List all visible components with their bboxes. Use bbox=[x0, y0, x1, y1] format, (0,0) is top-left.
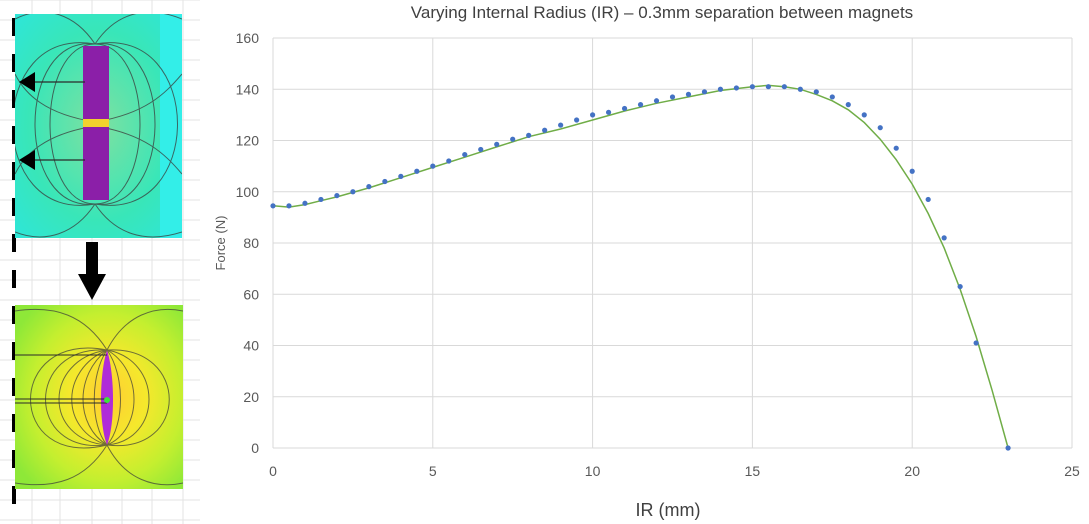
data-point bbox=[877, 125, 883, 131]
edge-mark bbox=[12, 378, 16, 396]
data-point bbox=[813, 89, 819, 95]
data-point bbox=[478, 146, 484, 153]
data-point bbox=[829, 94, 835, 100]
y-axis-ticks: 0 20 40 60 80 100 120 140 160 bbox=[236, 30, 260, 456]
force-vs-ir-chart: Varying Internal Radius (IR) – 0.3mm sep… bbox=[213, 3, 1080, 520]
data-point bbox=[797, 86, 803, 92]
y-tick-label: 140 bbox=[236, 81, 260, 97]
y-axis-label: Force (N) bbox=[213, 216, 228, 271]
data-point bbox=[286, 203, 292, 209]
data-point bbox=[398, 173, 404, 179]
edge-mark bbox=[12, 162, 16, 180]
data-point bbox=[302, 200, 308, 206]
data-point bbox=[462, 151, 468, 158]
data-point bbox=[973, 340, 979, 346]
data-point bbox=[893, 145, 899, 151]
data-point bbox=[909, 168, 915, 174]
trendline bbox=[272, 84, 1009, 449]
x-tick-label: 15 bbox=[745, 463, 761, 479]
x-axis-label: IR (mm) bbox=[636, 500, 701, 520]
data-point bbox=[861, 112, 867, 118]
x-tick-label: 20 bbox=[904, 463, 920, 479]
edge-mark bbox=[12, 450, 16, 468]
y-tick-label: 40 bbox=[243, 338, 259, 354]
y-tick-label: 20 bbox=[243, 389, 259, 405]
data-point bbox=[701, 89, 708, 95]
data-point bbox=[334, 192, 340, 199]
edge-mark bbox=[12, 342, 16, 360]
arrow-down-icon bbox=[78, 242, 106, 300]
edge-mark bbox=[12, 234, 16, 252]
data-point bbox=[669, 94, 676, 100]
data-point bbox=[845, 102, 851, 108]
data-point bbox=[430, 163, 436, 169]
y-tick-label: 60 bbox=[243, 286, 259, 302]
y-tick-label: 160 bbox=[236, 30, 260, 46]
data-point bbox=[941, 235, 947, 241]
gridlines bbox=[272, 37, 1073, 449]
data-point bbox=[621, 105, 628, 112]
data-point bbox=[382, 178, 388, 185]
data-point bbox=[510, 136, 516, 142]
edge-mark bbox=[12, 90, 16, 108]
data-point bbox=[494, 141, 500, 147]
edge-mark bbox=[12, 54, 16, 72]
data-point bbox=[925, 196, 931, 203]
data-point bbox=[605, 109, 612, 115]
data-point bbox=[318, 196, 324, 203]
data-point bbox=[717, 86, 724, 92]
data-point bbox=[765, 84, 771, 90]
data-point bbox=[749, 84, 756, 90]
field-simulation-top bbox=[15, 14, 182, 238]
data-points bbox=[270, 84, 1011, 451]
x-tick-label: 25 bbox=[1064, 463, 1080, 479]
data-point bbox=[685, 91, 692, 97]
edge-mark bbox=[12, 270, 16, 288]
edge-mark bbox=[12, 198, 16, 216]
data-point bbox=[414, 168, 420, 174]
data-point bbox=[446, 158, 452, 164]
edge-mark bbox=[12, 486, 16, 504]
chart-title: Varying Internal Radius (IR) – 0.3mm sep… bbox=[411, 3, 913, 22]
data-point bbox=[653, 98, 660, 104]
edge-mark bbox=[12, 126, 16, 144]
data-point bbox=[590, 112, 596, 118]
data-point bbox=[1005, 445, 1011, 451]
y-tick-label: 80 bbox=[243, 235, 259, 251]
y-tick-label: 0 bbox=[251, 440, 259, 456]
edge-mark bbox=[12, 18, 16, 36]
data-point bbox=[733, 85, 740, 91]
x-tick-label: 10 bbox=[585, 463, 601, 479]
x-tick-label: 0 bbox=[269, 463, 277, 479]
y-tick-label: 120 bbox=[236, 133, 260, 149]
data-point bbox=[526, 132, 532, 138]
data-point bbox=[350, 189, 356, 195]
data-point bbox=[558, 122, 564, 128]
edge-mark bbox=[12, 306, 16, 324]
data-point bbox=[781, 84, 787, 90]
data-point bbox=[637, 102, 644, 108]
x-tick-label: 5 bbox=[429, 463, 437, 479]
y-tick-label: 100 bbox=[236, 184, 260, 200]
data-point bbox=[542, 127, 548, 133]
data-point bbox=[957, 283, 963, 290]
field-simulation-bottom bbox=[15, 305, 183, 489]
data-point bbox=[366, 184, 372, 190]
data-point bbox=[270, 203, 276, 209]
data-point bbox=[574, 117, 580, 123]
x-axis-ticks: 0 5 10 15 20 25 bbox=[269, 463, 1080, 479]
edge-mark bbox=[12, 414, 16, 432]
